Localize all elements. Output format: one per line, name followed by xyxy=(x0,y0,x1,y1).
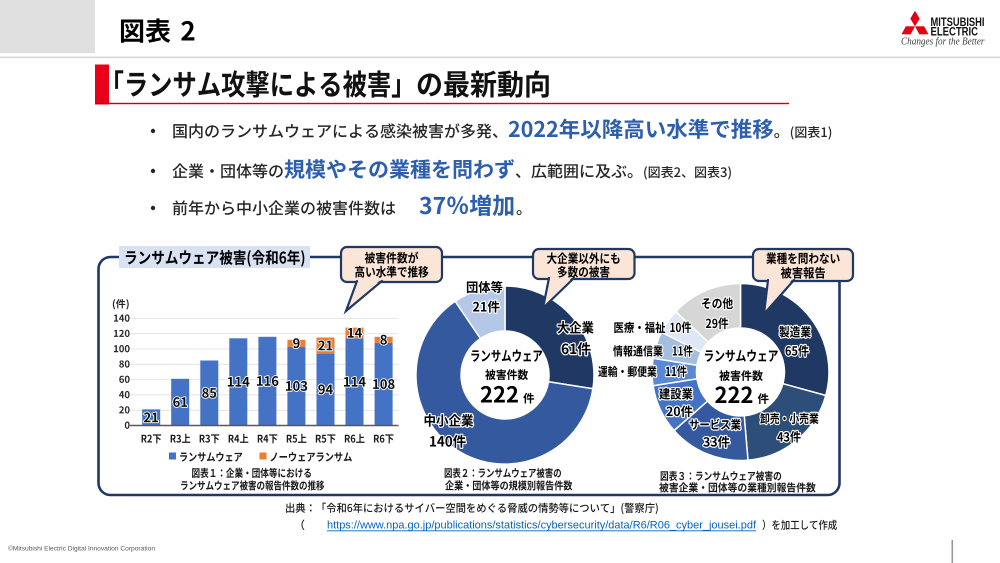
svg-text:©Mitsubishi Electric Digital I: ©Mitsubishi Electric Digital Innovation … xyxy=(8,545,156,553)
svg-text:ELECTRIC: ELECTRIC xyxy=(931,25,979,39)
svg-text:https://www.npa.go.jp/publicat: https://www.npa.go.jp/publications/stati… xyxy=(327,520,757,532)
svg-text:MITSUBISHI: MITSUBISHI xyxy=(931,15,985,29)
svg-text:Changes for the Better: Changes for the Better xyxy=(901,37,985,48)
